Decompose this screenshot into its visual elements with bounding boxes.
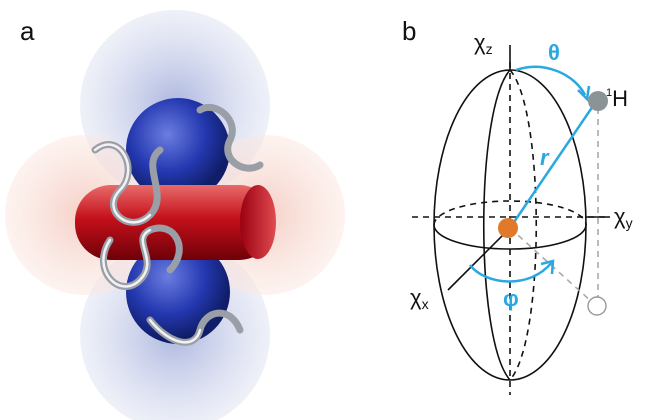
proton-atom xyxy=(588,91,608,111)
panel-label: a xyxy=(20,16,35,46)
proton-label: 1H xyxy=(606,86,628,111)
subscript: y xyxy=(626,215,633,231)
subscript: z xyxy=(486,41,493,57)
theta-label: θ xyxy=(548,40,560,65)
phi-label: φ xyxy=(503,286,519,311)
axis-label-x: χx xyxy=(410,285,429,312)
phi-arc xyxy=(470,262,552,282)
label-text: φ xyxy=(503,286,519,311)
label-text: r xyxy=(540,145,550,170)
center-atom xyxy=(498,218,518,238)
subscript: x xyxy=(422,296,429,312)
axis-label-y: χy xyxy=(614,204,633,231)
label-text: b xyxy=(402,16,416,46)
figure: a xyxy=(0,0,651,420)
panel-a: a xyxy=(5,10,345,420)
symbol: χ xyxy=(614,204,626,229)
symbol: χ xyxy=(474,30,486,55)
label-text: a xyxy=(20,16,35,46)
symbol: H xyxy=(612,86,628,111)
symbol: χ xyxy=(410,285,422,310)
red-torus-end xyxy=(240,185,276,259)
panel-b: b χz θ 1H r χy χx φ xyxy=(402,16,633,395)
axis-label-z: χz xyxy=(474,30,493,57)
label-text: θ xyxy=(548,40,560,65)
r-label: r xyxy=(540,145,550,170)
theta-arc xyxy=(516,67,585,95)
panel-label: b xyxy=(402,16,416,46)
projected-point xyxy=(588,297,606,315)
